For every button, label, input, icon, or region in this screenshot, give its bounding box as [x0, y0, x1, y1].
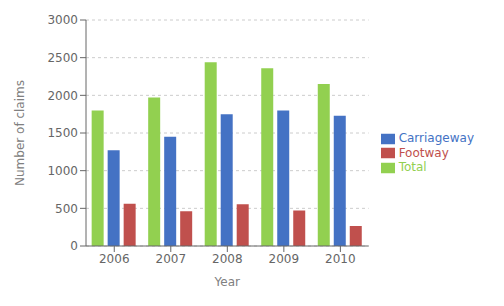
html-text:Carriageway: Carriageway: [398, 131, 474, 146]
svg-text:2000: 2000: [47, 89, 78, 103]
svg-text:0: 0: [70, 239, 78, 253]
html-text:Total: Total: [398, 160, 427, 175]
html-text:Footway: Footway: [398, 145, 449, 160]
svg-text:2500: 2500: [47, 51, 78, 65]
svg-text:Number of claims: Number of claims: [13, 80, 27, 186]
svg-text:Year: Year: [214, 275, 240, 289]
svg-text:3000: 3000: [47, 13, 78, 27]
svg-text:2006: 2006: [99, 252, 130, 266]
svg-text:2008: 2008: [212, 252, 243, 266]
svg-text:2010: 2010: [325, 252, 356, 266]
svg-text:1500: 1500: [47, 126, 78, 140]
svg-text:2007: 2007: [156, 252, 187, 266]
svg-text:500: 500: [55, 202, 78, 216]
svg-text:2009: 2009: [269, 252, 300, 266]
svg-text:1000: 1000: [47, 164, 78, 178]
